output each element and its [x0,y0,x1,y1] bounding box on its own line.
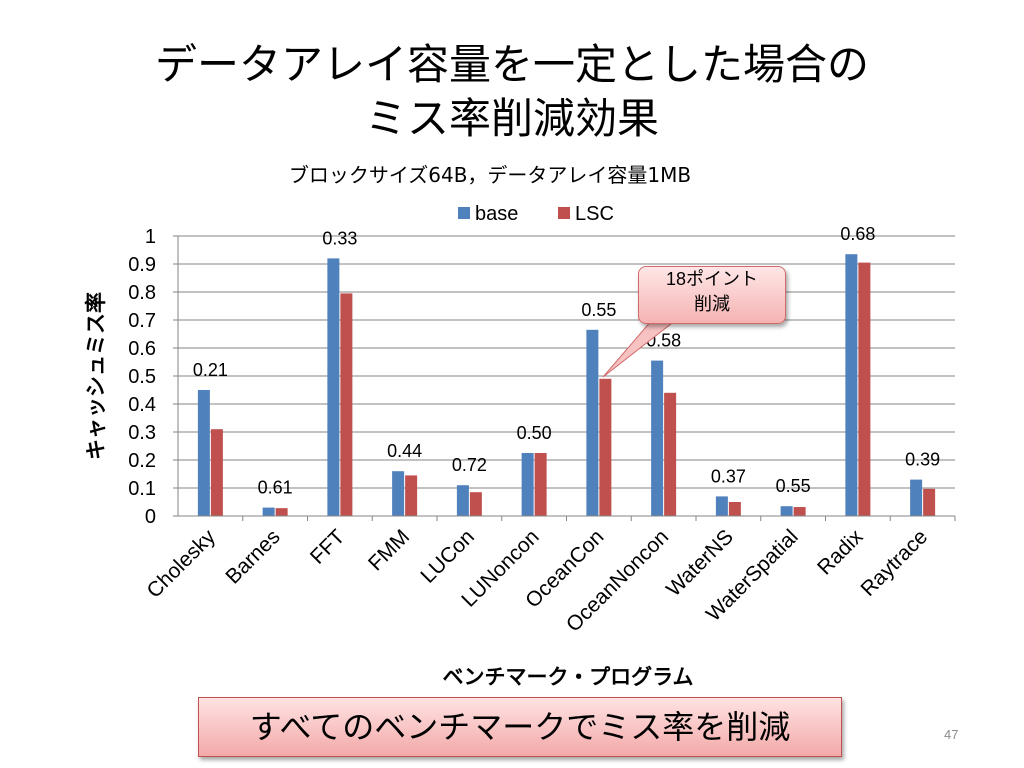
data-label: 0.39 [905,450,940,470]
x-tick-label: FFT [306,525,350,569]
title-line-2: ミス率削減効果 [364,94,659,143]
summary-banner: すべてのベンチマークでミス率を削減 [198,697,842,757]
y-tick-label: 0.9 [128,254,156,276]
y-tick-label: 0.2 [128,450,156,472]
data-label: 0.72 [452,455,487,475]
bar-base [197,390,210,516]
bar-base [456,485,469,516]
bar-base [262,507,275,516]
bar-lsc [405,475,418,516]
x-tick-label: FMM [364,525,414,575]
data-label: 0.44 [387,441,422,461]
bar-base [845,254,858,516]
data-label: 0.68 [840,224,875,244]
x-tick-label: Radix [813,525,868,580]
bar-base [521,453,534,516]
x-tick-label: Raytrace [856,525,932,601]
x-tick-label: LUCon [416,525,478,587]
bar-base [910,479,923,516]
slide-title: データアレイ容量を一定とした場合の ミス率削減効果 [0,38,1024,146]
bar-lsc [664,392,677,516]
bar-lsc [793,507,806,516]
y-tick-label: 0.3 [128,422,156,444]
bar-lsc [534,453,547,516]
x-tick-label: Barnes [221,525,284,588]
bar-lsc [599,378,612,516]
data-label: 0.33 [322,228,357,248]
bar-chart: 0 0.1 0.2 0.3 0.4 0.5 0.6 0.7 0.8 0.9 1 Cholesky 0.2… [84,203,956,689]
bar-lsc [275,508,288,516]
legend-label: LSC [575,203,614,225]
chart-subtitle: ブロックサイズ64B，データアレイ容量1MB [288,163,692,187]
data-label: 0.37 [711,466,746,486]
x-axis-title: ベンチマーク・プログラム [443,665,694,689]
callout-line-1: 18ポイント [665,269,759,289]
y-tick-label: 0.4 [128,394,156,416]
legend-swatch-base [458,207,470,219]
data-label: 0.55 [581,300,616,320]
page-number: 47 [944,727,959,742]
bar-lsc [923,488,936,516]
y-tick-label: 0.6 [128,338,156,360]
bar-lsc [728,502,741,516]
data-label: 0.61 [258,478,293,498]
bar-base [392,471,405,516]
y-tick-label: 0 [145,506,156,528]
bar-base [327,258,340,516]
y-tick-label: 1 [145,226,156,248]
data-label: 0.50 [517,423,552,443]
data-label: 0.21 [193,360,228,380]
y-tick-label: 0.8 [128,282,156,304]
y-axis-title: キャッシュミス率 [84,292,108,460]
bar-lsc [210,429,223,516]
legend-label: base [475,203,518,225]
bar-lsc [858,262,871,516]
bar-base [586,329,599,516]
callout-box: 18ポイント 削減 [638,266,786,324]
callout-line-2: 削減 [694,294,730,314]
bar-lsc [469,492,482,516]
bar-base [651,360,664,516]
data-label: 0.55 [776,476,811,496]
bar-lsc [340,293,353,516]
legend-swatch-lsc [558,207,570,219]
bar-base [715,496,728,516]
y-tick-label: 0.7 [128,310,156,332]
y-tick-label: 0.1 [128,478,156,500]
x-tick-label: Cholesky [143,525,221,603]
title-line-1: データアレイ容量を一定とした場合の [154,40,869,89]
bar-base [780,506,793,516]
y-tick-label: 0.5 [128,366,156,388]
